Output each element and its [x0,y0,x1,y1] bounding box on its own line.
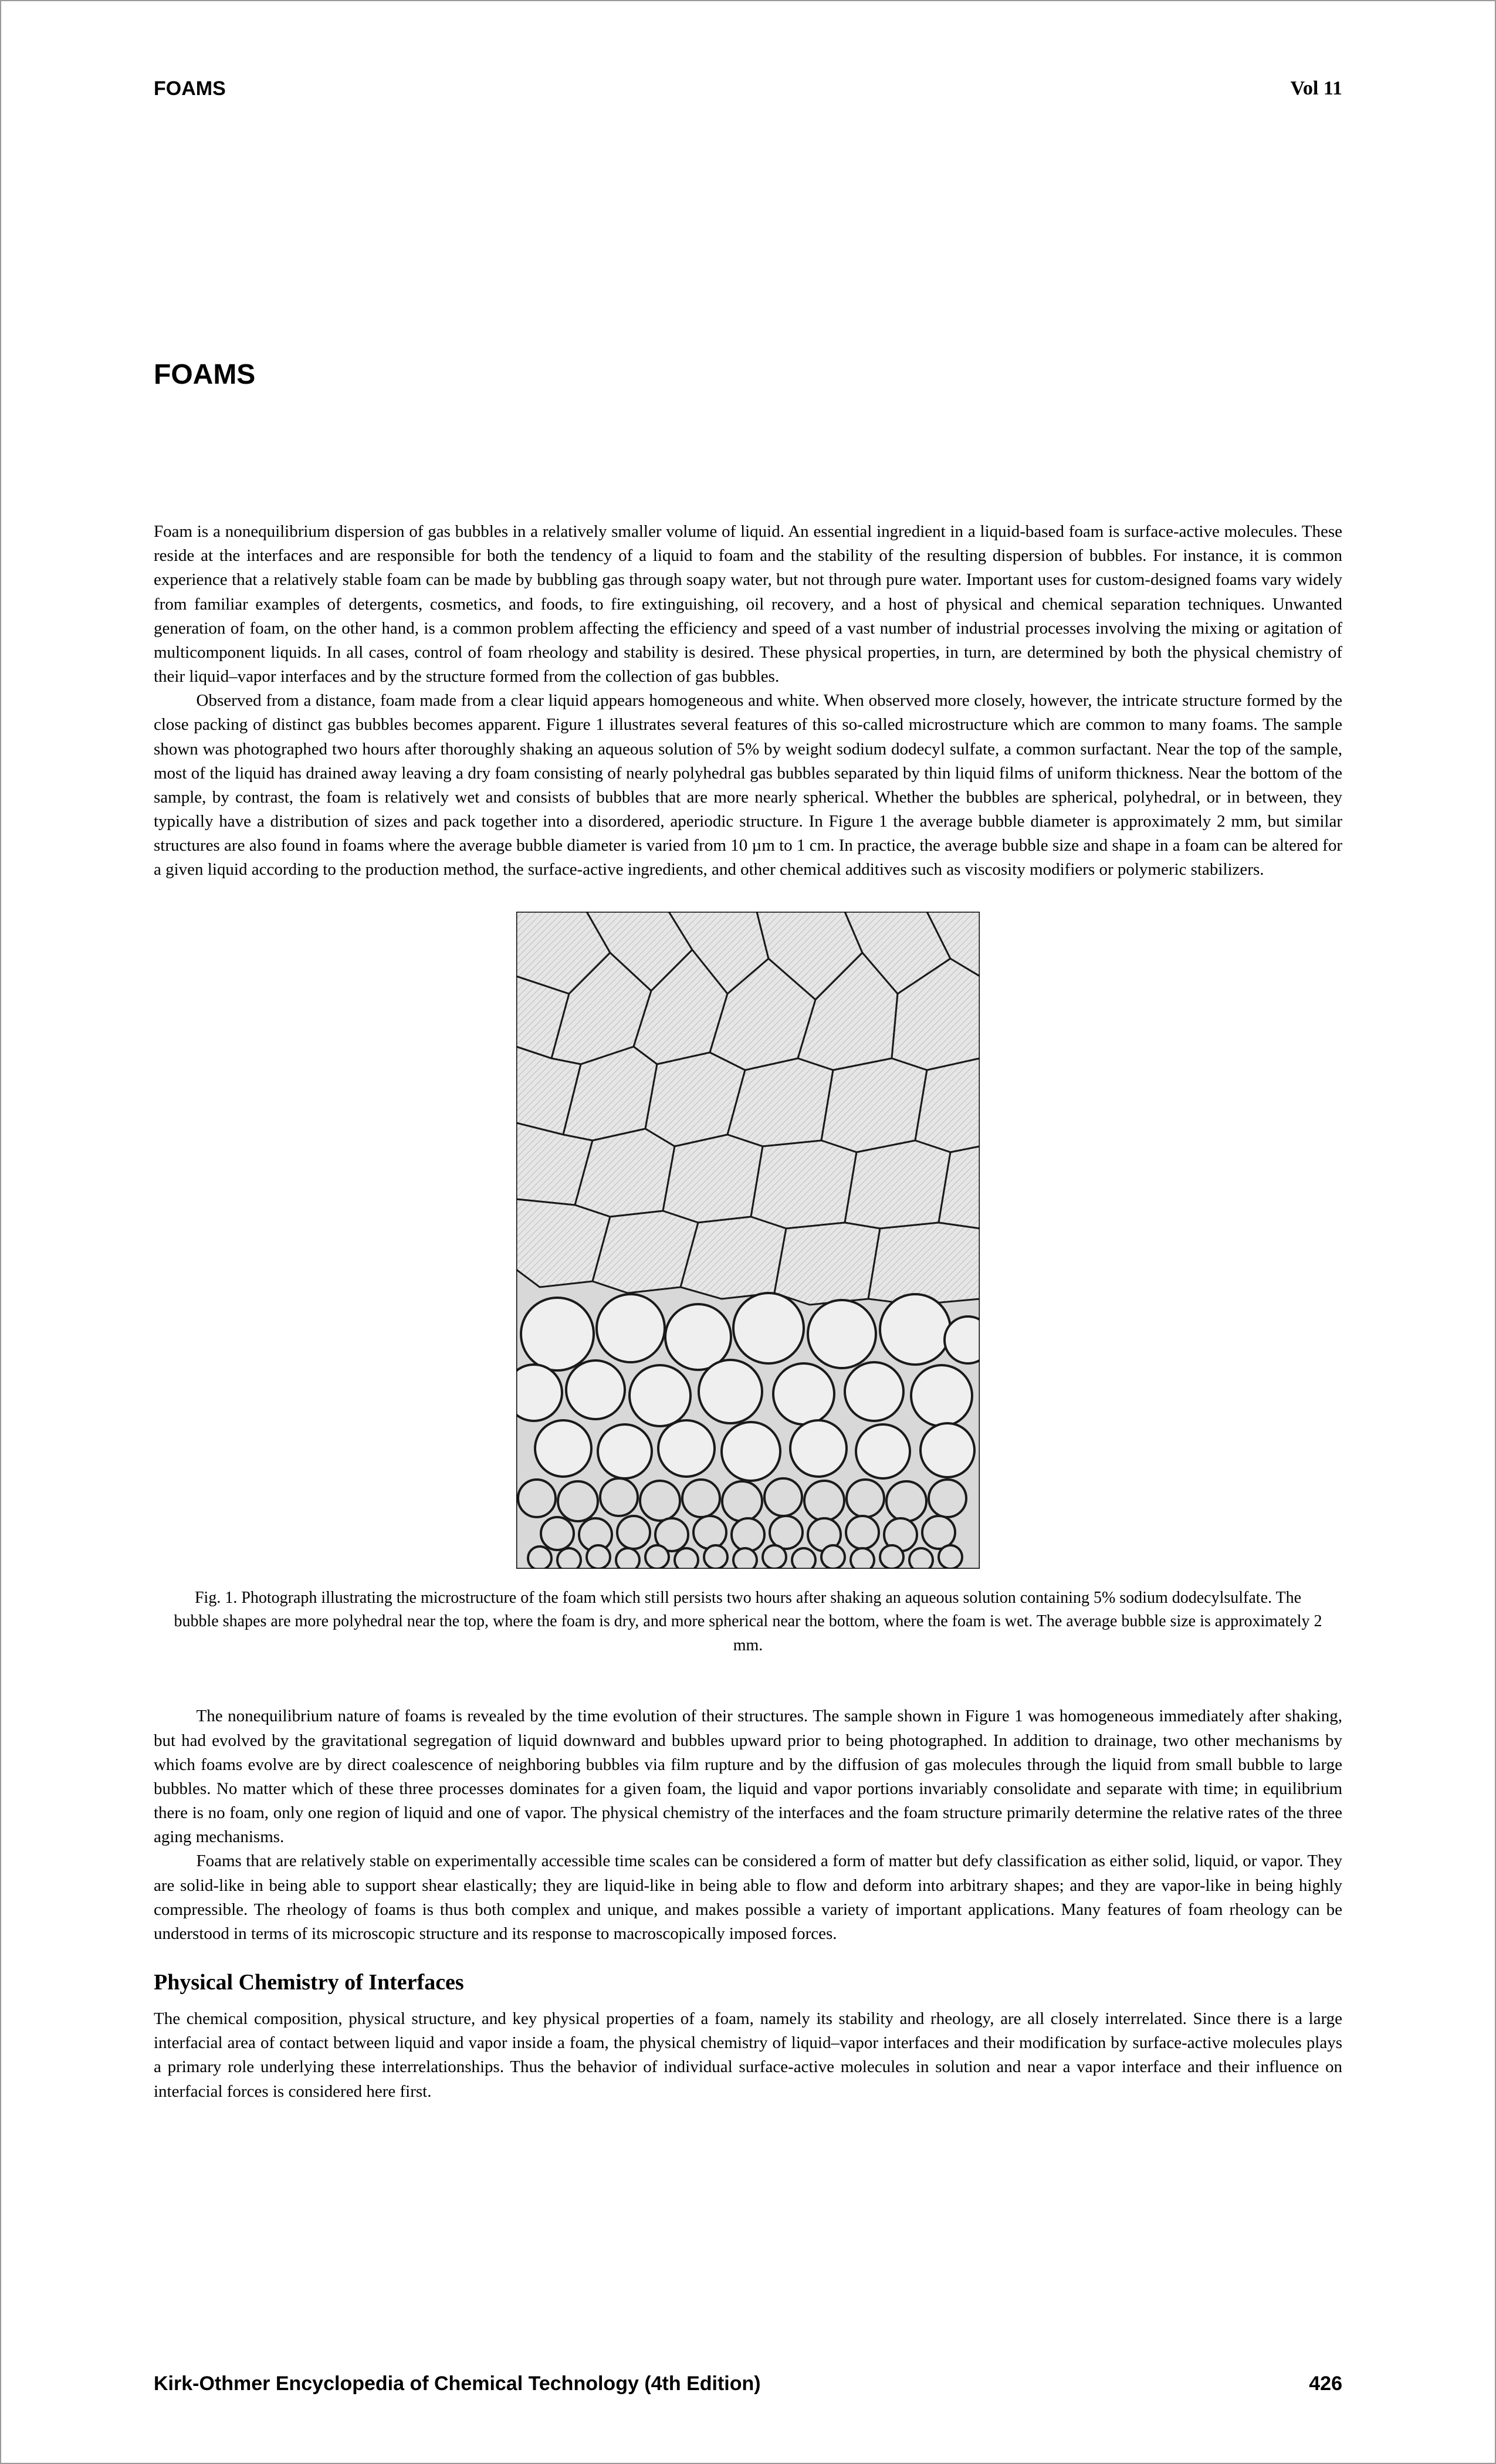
section-heading: Physical Chemistry of Interfaces [154,1969,1342,1995]
running-footer: Kirk-Othmer Encyclopedia of Chemical Tec… [154,2372,1342,2395]
figure-1: Fig. 1. Photograph illustrating the micr… [154,912,1342,1658]
header-left: FOAMS [154,77,226,100]
foam-microstructure-image [516,912,980,1569]
footer-page-number: 426 [1309,2372,1342,2395]
paragraph-rheology: Foams that are relatively stable on expe… [154,1849,1342,1946]
paragraph-interfaces: The chemical composition, physical struc… [154,2007,1342,2104]
figure-caption: Fig. 1. Photograph illustrating the micr… [171,1586,1325,1658]
paragraph-microstructure: Observed from a distance, foam made from… [154,689,1342,882]
paragraph-intro: Foam is a nonequilibrium dispersion of g… [154,520,1342,689]
page: FOAMS Vol 11 FOAMS Foam is a nonequilibr… [1,1,1495,2463]
paragraph-evolution: The nonequilibrium nature of foams is re… [154,1704,1342,1849]
article-title: FOAMS [154,358,1342,391]
running-header: FOAMS Vol 11 [154,77,1342,100]
header-volume: Vol 11 [1290,77,1342,100]
footer-source: Kirk-Othmer Encyclopedia of Chemical Tec… [154,2372,761,2395]
